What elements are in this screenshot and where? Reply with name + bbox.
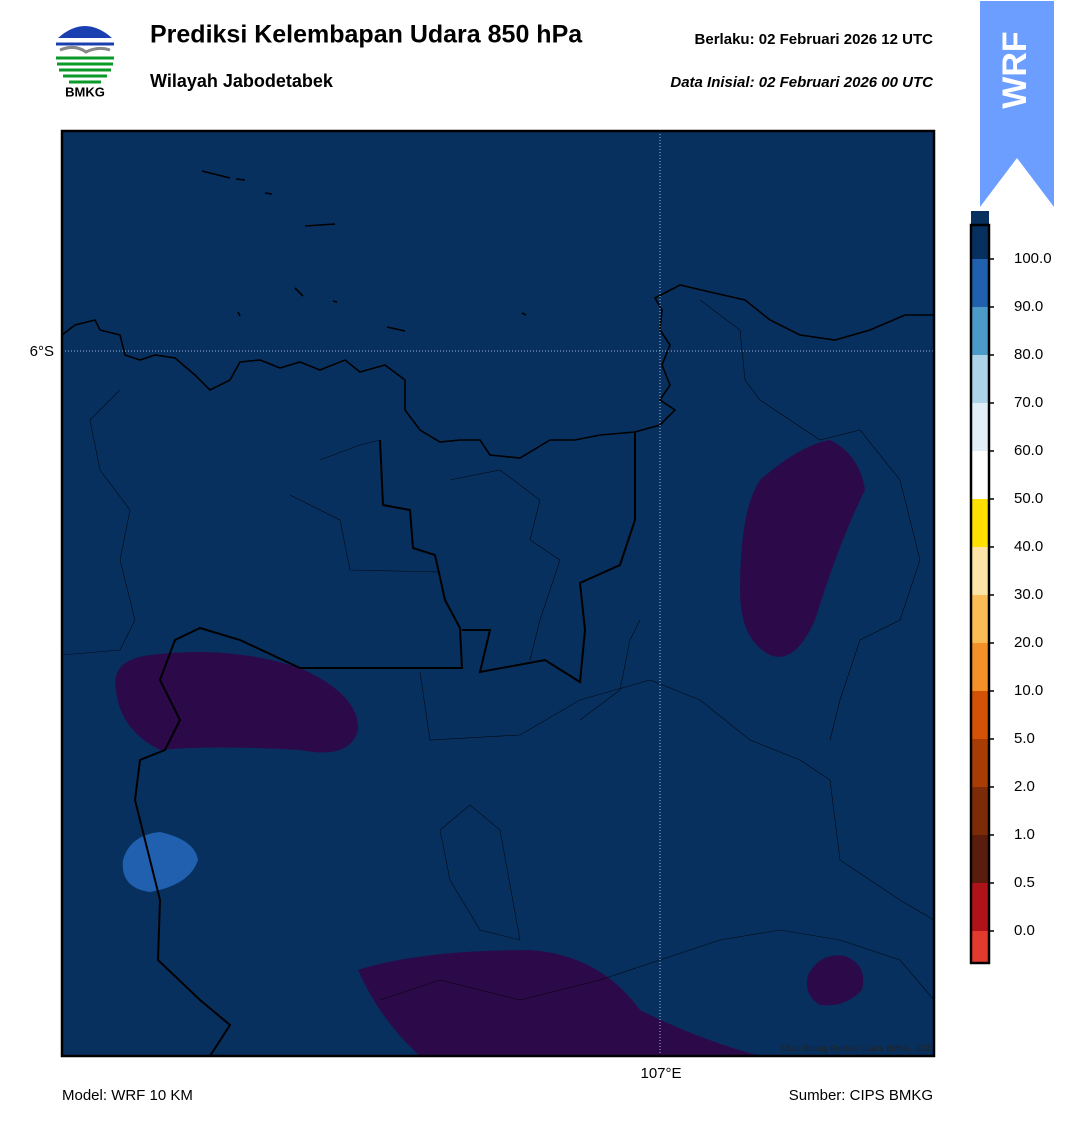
longitude-label: 107°E — [640, 1065, 681, 1082]
source-label: Sumber: CIPS BMKG — [789, 1087, 933, 1104]
colorbar-segment — [971, 355, 989, 403]
colorbar-tick-label: 70.0 — [1014, 394, 1043, 411]
colorbar-tick-label: 10.0 — [1014, 682, 1043, 699]
colorbar-tick-label: 5.0 — [1014, 730, 1035, 747]
island — [201, 170, 527, 332]
colorbar-segment — [971, 739, 989, 787]
logo-cloud — [59, 45, 111, 54]
colorbar-segment — [971, 931, 989, 963]
humidity-area — [806, 955, 864, 1006]
model-label: Model: WRF 10 KM — [62, 1087, 193, 1104]
logo: BMKG — [56, 26, 114, 99]
initial-time: Data Inisial: 02 Februari 2026 00 UTC — [670, 74, 934, 91]
badge-shape — [980, 1, 1054, 207]
colorbar-tick-label: 0.5 — [1014, 874, 1035, 891]
district-border — [62, 299, 934, 1001]
colorbar-segment — [971, 835, 989, 883]
colorbar-segment — [971, 451, 989, 499]
colorbar-tick-label: 60.0 — [1014, 442, 1043, 459]
colorbar-tick-label: 0.0 — [1014, 922, 1035, 939]
colorbar-segment — [971, 787, 989, 835]
colorbar-tick-label: 1.0 — [1014, 826, 1035, 843]
colorbar-segment — [971, 883, 989, 931]
colorbar-segment — [971, 211, 989, 259]
colorbar-tick-label: 40.0 — [1014, 538, 1043, 555]
credit: ©Sub Bidang Prediksi Cuaca BMKG, 2020 — [781, 1044, 933, 1053]
valid-time: Berlaku: 02 Februari 2026 12 UTC — [695, 31, 934, 48]
colorbar-tick-label: 30.0 — [1014, 586, 1043, 603]
province-border — [462, 432, 636, 684]
coastline — [62, 284, 934, 459]
colorbar-segment — [971, 643, 989, 691]
colorbar-tick-label: 100.0 — [1014, 250, 1052, 267]
logo-top — [58, 26, 112, 38]
badge: WRF — [980, 1, 1054, 207]
colorbar-segment — [971, 307, 989, 355]
subtitle: Wilayah Jabodetabek — [150, 71, 334, 91]
colorbar-segment — [971, 259, 989, 307]
colorbar-segment — [971, 595, 989, 643]
colorbar-segment — [971, 499, 989, 547]
humidity-area — [122, 832, 198, 892]
colorbar-segment — [971, 691, 989, 739]
colorbar: 0.0 0.5 1.0 2.0 5.0 10.0 20.0 30.0 40.0 50.0 60.0 7… — [969, 211, 1052, 965]
colorbar-tick-label: 2.0 — [1014, 778, 1035, 795]
colorbar-frame — [969, 223, 991, 965]
colorbar-segment — [971, 547, 989, 595]
map-frame — [60, 129, 936, 1058]
colorbar-tick-label: 90.0 — [1014, 298, 1043, 315]
colorbar-tick-label: 20.0 — [1014, 634, 1043, 651]
logo-green — [56, 56, 114, 84]
humidity-area — [740, 440, 865, 657]
logo-text: BMKG — [65, 84, 105, 99]
map-area: ©Sub Bidang Prediksi Cuaca BMKG, 2020 — [62, 131, 934, 1056]
province-border — [133, 439, 464, 1056]
colorbar-segment — [971, 403, 989, 451]
latitude-label: 6°S — [30, 343, 54, 360]
humidity-area — [358, 950, 760, 1056]
colorbar-tick-label: 80.0 — [1014, 346, 1043, 363]
badge-text: WRF — [996, 31, 1034, 108]
title: Prediksi Kelembapan Udara 850 hPa — [150, 21, 583, 49]
colorbar-tick-label: 50.0 — [1014, 490, 1043, 507]
